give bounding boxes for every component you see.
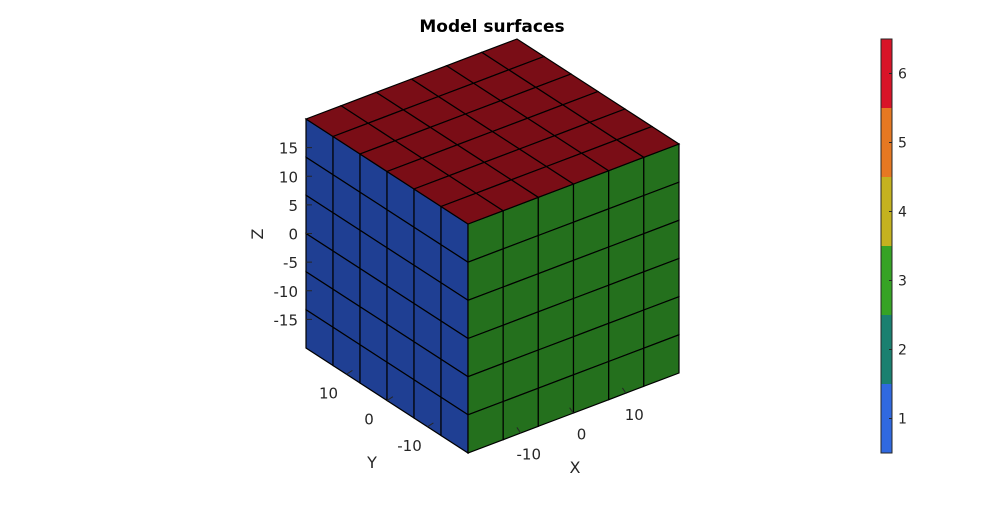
colorbar-tick-label: 3 [898,274,907,290]
tick-label: 0 [577,426,587,444]
face-top [304,38,681,225]
colorbar-segment [881,177,892,246]
colorbar-segment [881,39,892,108]
colorbar-segment [881,246,892,315]
tick-label: 0 [288,226,298,244]
colorbar-tick-label: 5 [898,136,907,152]
tick-mark [346,370,353,375]
tick-mark [569,407,574,414]
colorbar-segment [881,315,892,384]
z-axis-label: Z [248,228,267,239]
tick-mark [621,387,627,395]
tick-label: 5 [288,197,298,215]
colorbar-tick-label: 1 [898,412,907,428]
tick-label: 0 [364,411,374,429]
tick-label: 10 [625,406,644,424]
face-front-left [305,117,469,455]
colorbar-tick-label: 2 [898,343,907,359]
tick-label: 10 [319,384,338,402]
top-patch [615,125,681,158]
colorbar-tick-label: 6 [898,67,907,83]
tick-label: -5 [283,254,298,272]
cube-surfaces [304,38,681,455]
tick-mark [516,427,522,434]
colorbar-segment [881,108,892,177]
tick-label: -10 [517,445,542,463]
tick-label: -10 [274,283,299,301]
tick-label: 15 [279,140,298,158]
colorbar-tick-label: 4 [898,205,907,221]
chart-title: Model surfaces [419,17,564,37]
colorbar-segment [881,384,892,453]
y-axis-ticks: 10 0 -10 [319,370,434,455]
tick-label: 10 [279,168,298,186]
colorbar-frame [880,38,893,454]
tick-mark [386,396,394,401]
tick-label: -10 [397,437,422,455]
tick-mark [427,422,434,428]
tick-label: -15 [274,311,299,329]
z-axis-ticks: 15 10 5 0 -5 -10 -15 [274,140,312,329]
front-right-patch [643,333,680,388]
y-axis-label: Y [366,453,377,472]
x-axis-label: X [570,458,581,477]
colorbar: 1 2 3 4 5 6 [880,38,907,454]
x-axis-ticks: -10 0 10 [516,387,644,463]
